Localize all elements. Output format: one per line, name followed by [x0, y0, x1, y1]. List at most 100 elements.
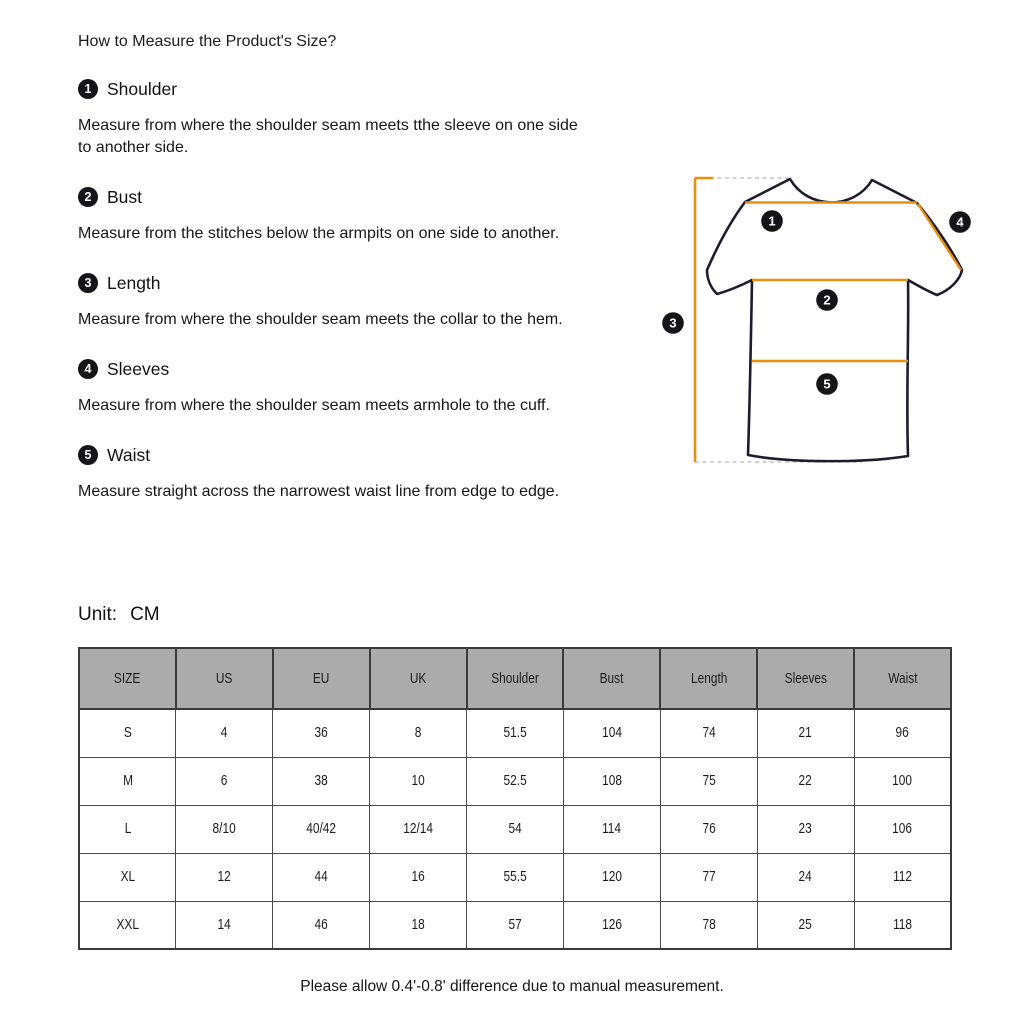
table-cell: 14	[217, 916, 231, 933]
size-chart-table: SIZE US EU UK Shoulder Bust Length Sleev…	[78, 647, 952, 950]
step-1-label: Shoulder	[107, 78, 178, 99]
table-cell: 100	[892, 773, 913, 789]
table-cell: 16	[411, 869, 425, 885]
marker-4-badge	[949, 211, 971, 233]
table-cell: 8/10	[212, 821, 236, 837]
table-cell: S	[123, 725, 132, 742]
table-cell: 74	[702, 725, 716, 742]
table-cell: 25	[798, 916, 813, 933]
step-1-badge: 1	[78, 79, 98, 99]
step-5-label: Waist	[107, 444, 151, 465]
marker-1: 1	[761, 210, 783, 232]
table-header-sleeves: Sleeves	[784, 670, 827, 687]
step-1-description: Measure from where the shoulder seam mee…	[78, 117, 578, 156]
table-row-l: L 8/10 40/42 12/14 54 114 76 23 106	[78, 804, 952, 854]
table-cell: 52.5	[503, 773, 527, 789]
section-waist: 5 Waist Measure straight across the narr…	[78, 445, 638, 503]
table-header-eu: EU	[312, 670, 330, 687]
table-cell: 36	[314, 725, 328, 742]
table-cell: 46	[314, 916, 328, 933]
table-cell: 55.5	[503, 869, 527, 885]
unit-value: CM	[130, 604, 160, 625]
marker-2-number: 2	[823, 293, 830, 308]
step-4-label: Sleeves	[107, 358, 170, 379]
step-4-number: 4	[84, 362, 92, 376]
step-5-number: 5	[84, 448, 92, 462]
table-cell: 96	[895, 725, 909, 742]
table-cell: 51.5	[503, 725, 527, 742]
marker-3-badge	[662, 312, 684, 334]
table-cell: 12	[217, 869, 231, 885]
table-header-us: US	[216, 670, 233, 687]
step-2-label: Bust	[107, 186, 143, 207]
marker-5-badge	[816, 373, 838, 395]
step-2-description: Measure from the stitches below the armp…	[78, 225, 560, 242]
table-cell: 18	[411, 916, 425, 933]
table-cell: 76	[702, 821, 716, 837]
table-cell: XL	[120, 869, 135, 885]
table-row-xl: XL 12 44 16 55.5 120 77 24 112	[78, 852, 952, 902]
table-cell: 106	[892, 821, 913, 837]
step-3-number: 3	[84, 276, 92, 290]
table-header-uk: UK	[409, 670, 427, 687]
table-row-xxl: XXL 14 46 18 57 126 78 25 118	[78, 900, 952, 950]
table-cell: 78	[702, 916, 716, 933]
table-cell: 40/42	[306, 821, 337, 837]
marker-3-number: 3	[669, 316, 676, 331]
table-cell: 118	[892, 916, 912, 933]
measurement-disclaimer: Please allow 0.4'-0.8' difference due to…	[300, 978, 724, 995]
unit-line: Unit: CM	[78, 604, 160, 626]
tshirt-measurement-diagram: 1 2 3 4 5	[662, 176, 971, 463]
table-cell: 8	[414, 725, 422, 742]
table-cell: 57	[508, 916, 522, 933]
sleeve-measure-line	[916, 203, 963, 271]
table-cell: 4	[220, 725, 228, 742]
step-3-description: Measure from where the shoulder seam mee…	[78, 311, 563, 328]
table-cell: 54	[508, 821, 522, 837]
table-header-size: SIZE	[114, 670, 141, 687]
table-cell: 77	[702, 869, 716, 885]
size-chart-header-row: SIZE US EU UK Shoulder Bust Length Sleev…	[78, 647, 952, 710]
step-5-description: Measure straight across the narrowest wa…	[78, 483, 560, 500]
step-3-badge: 3	[78, 273, 98, 293]
step-3-label: Length	[107, 272, 161, 293]
marker-1-badge	[761, 210, 783, 232]
marker-2: 2	[816, 289, 838, 311]
section-sleeves: 4 Sleeves Measure from where the shoulde…	[78, 359, 638, 417]
marker-2-badge	[816, 289, 838, 311]
table-header-length: Length	[690, 670, 727, 687]
table-header-bust: Bust	[599, 670, 624, 687]
step-2-badge: 2	[78, 187, 98, 207]
table-cell: 22	[798, 773, 813, 789]
step-5-badge: 5	[78, 445, 98, 465]
table-cell: 120	[601, 869, 622, 885]
section-shoulder: 1 Shoulder Measure from where the should…	[78, 79, 638, 159]
marker-4: 4	[949, 211, 971, 233]
section-length: 3 Length Measure from where the shoulder…	[78, 273, 638, 331]
table-row-s: S 4 36 8 51.5 104 74 21 96	[78, 708, 952, 758]
marker-5: 5	[816, 373, 838, 395]
measure-instructions: How to Measure the Product's Size? 1 Sho…	[78, 33, 638, 503]
table-cell: L	[124, 821, 131, 837]
table-row-m: M 6 38 10 52.5 108 75 22 100	[78, 756, 952, 806]
table-cell: 21	[798, 725, 813, 742]
marker-4-number: 4	[956, 215, 964, 230]
unit-label: Unit:	[78, 604, 118, 625]
step-2-number: 2	[84, 190, 92, 204]
table-cell: 12/14	[403, 821, 433, 837]
table-cell: M	[122, 773, 133, 789]
table-header-waist: Waist	[887, 670, 918, 687]
table-cell: 112	[892, 869, 912, 885]
table-cell: 24	[798, 869, 813, 885]
table-cell: 44	[314, 869, 328, 885]
table-cell: 108	[601, 773, 622, 789]
marker-1-number: 1	[768, 214, 775, 229]
page-title: How to Measure the Product's Size?	[78, 33, 337, 50]
table-header-shoulder: Shoulder	[491, 670, 539, 687]
table-cell: 38	[314, 773, 328, 789]
table-cell: 10	[411, 773, 425, 789]
table-cell: 6	[220, 773, 228, 789]
step-4-badge: 4	[78, 359, 98, 379]
marker-5-number: 5	[823, 377, 830, 392]
step-1-number: 1	[84, 82, 92, 96]
